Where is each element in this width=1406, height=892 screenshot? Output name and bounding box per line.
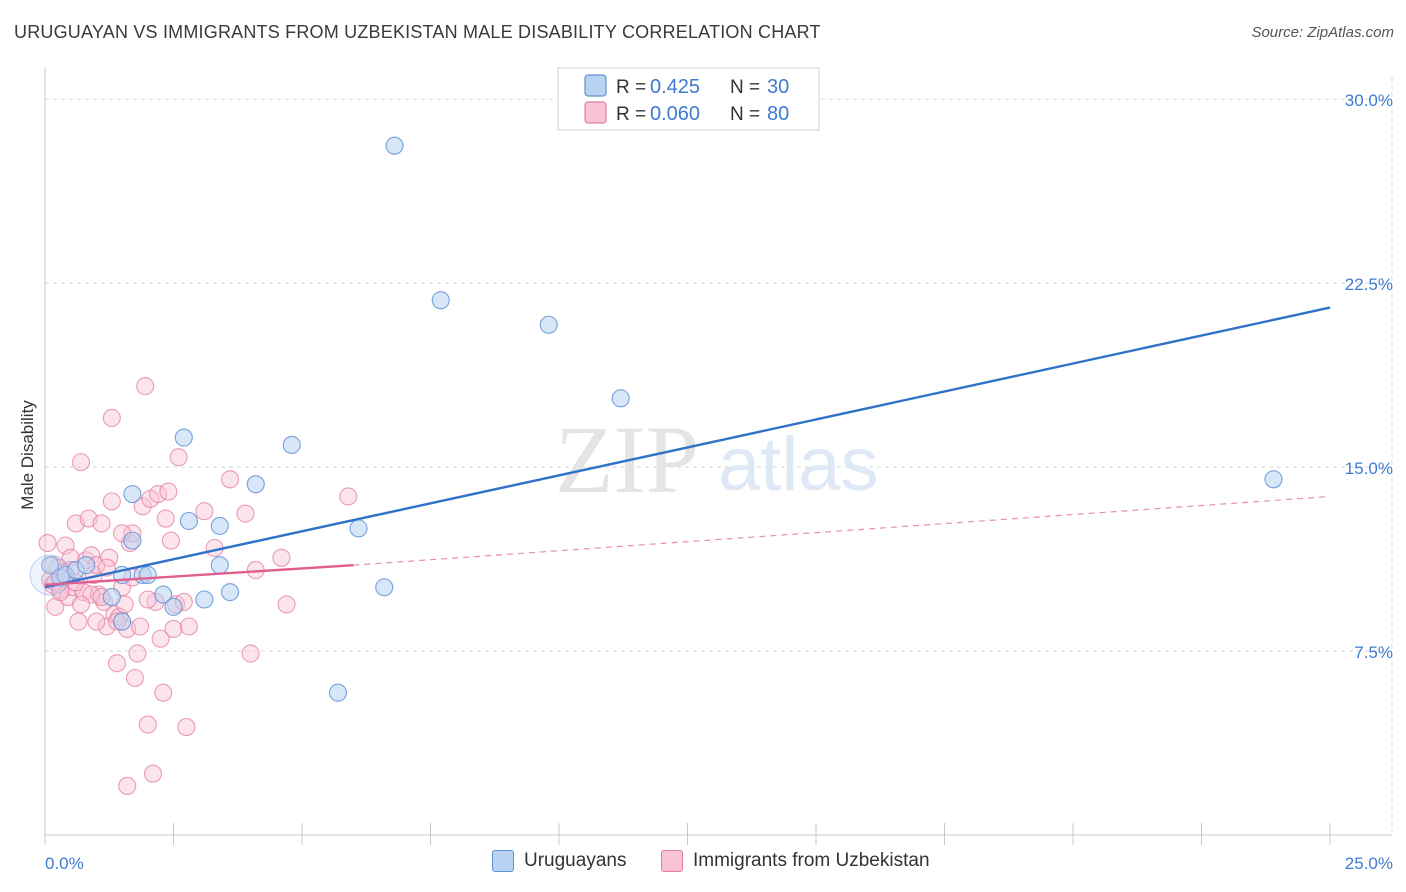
data-point-uzbekistan — [102, 492, 121, 511]
series-uruguayans-points — [29, 136, 1283, 702]
data-point-uruguayans — [113, 612, 132, 631]
stats-legend-r-value: 0.425 — [650, 76, 700, 98]
bottom-legend: Uruguayans Immigrants from Uzbekistan — [0, 850, 1406, 880]
data-point-uzbekistan — [177, 718, 196, 737]
data-point-uzbekistan — [133, 497, 152, 516]
data-point-uzbekistan — [236, 504, 255, 523]
data-point-uzbekistan — [277, 595, 296, 614]
data-point-uzbekistan — [125, 668, 144, 688]
data-point-uruguayans — [539, 315, 558, 334]
data-point-uruguayans — [385, 136, 404, 155]
trend-lines — [44, 306, 1331, 589]
series-uzbekistan-points — [38, 377, 358, 795]
data-point-uzbekistan — [69, 612, 88, 631]
data-point-uzbekistan — [38, 534, 57, 553]
data-point-uruguayans — [611, 389, 630, 408]
legend-swatch-blue — [492, 850, 514, 872]
data-point-uruguayans — [179, 511, 198, 531]
data-point-uruguayans — [328, 683, 348, 702]
data-point-uruguayans — [138, 565, 157, 585]
legend-item-uruguayans[interactable]: Uruguayans — [492, 850, 626, 872]
y-tick-label: 30.0% — [1345, 91, 1393, 110]
tick-labels: 7.5% 15.0% 22.5% 30.0% 0.0% 25.0% — [45, 91, 1393, 873]
stats-legend-swatch — [584, 101, 607, 124]
x-tick-label-max: 25.0% — [1345, 854, 1393, 873]
watermark: ZIP atlas — [555, 406, 879, 513]
data-point-uzbekistan — [339, 487, 358, 506]
legend-label-uruguayans: Uruguayans — [524, 850, 627, 871]
data-point-uruguayans — [174, 428, 193, 447]
data-point-uruguayans — [123, 531, 142, 550]
data-point-uruguayans — [195, 590, 214, 609]
data-point-uzbekistan — [154, 683, 173, 702]
data-point-uzbekistan — [131, 617, 150, 636]
data-point-uzbekistan — [136, 377, 155, 396]
data-point-uruguayans — [154, 585, 173, 604]
data-point-uzbekistan — [143, 764, 162, 783]
data-point-uruguayans — [123, 484, 142, 504]
chart-title: URUGUAYAN VS IMMIGRANTS FROM UZBEKISTAN … — [14, 22, 821, 42]
legend-label-uzbekistan: Immigrants from Uzbekistan — [693, 850, 930, 871]
legend-item-uzbekistan[interactable]: Immigrants from Uzbekistan — [661, 850, 930, 872]
data-point-uzbekistan — [87, 612, 106, 631]
stats-legend-r-label: R = — [616, 77, 646, 98]
axes — [44, 67, 1392, 845]
data-point-uruguayans — [282, 435, 301, 455]
data-point-uzbekistan — [92, 514, 111, 533]
stats-legend-n-label: N = — [730, 104, 760, 125]
stats-legend-swatch — [584, 74, 607, 97]
y-tick-label: 15.0% — [1345, 459, 1393, 478]
data-point-uruguayans — [41, 556, 60, 575]
data-point-uruguayans — [375, 578, 394, 597]
data-point-uzbekistan — [241, 644, 260, 663]
data-point-uzbekistan — [169, 448, 188, 467]
grid-lines — [45, 77, 1393, 835]
data-point-uzbekistan — [102, 408, 121, 428]
data-point-uzbekistan — [220, 470, 240, 489]
data-point-uruguayans — [431, 291, 450, 310]
data-point-uruguayans-cluster — [29, 554, 71, 596]
data-point-uzbekistan — [138, 590, 157, 609]
data-point-uzbekistan — [272, 548, 291, 567]
data-point-uruguayans — [210, 516, 229, 535]
data-point-uruguayans — [77, 556, 96, 575]
data-point-uzbekistan — [161, 531, 180, 550]
data-point-uzbekistan — [151, 629, 170, 648]
data-point-uzbekistan — [156, 509, 175, 528]
stats-legend-r-value: 0.060 — [650, 103, 700, 125]
data-point-uruguayans — [210, 556, 229, 575]
data-point-uzbekistan — [164, 619, 183, 638]
stats-legend: R = 0.425 N = 30 R = 0.060 N = 80 — [557, 67, 820, 131]
data-point-uruguayans — [1264, 470, 1283, 489]
stats-legend-n-value: 80 — [767, 103, 789, 125]
stats-legend-n-value: 30 — [767, 76, 789, 98]
trend-line-uruguayans — [44, 306, 1331, 589]
data-point-uruguayans — [246, 475, 265, 494]
trend-line-uzbekistan — [44, 563, 354, 586]
x-tick-label-min: 0.0% — [45, 854, 84, 873]
data-point-uruguayans — [164, 597, 183, 616]
data-point-uzbekistan — [179, 617, 198, 636]
data-point-uzbekistan — [71, 595, 91, 614]
data-point-uzbekistan — [128, 644, 147, 663]
data-point-uzbekistan — [107, 654, 127, 673]
y-tick-label: 22.5% — [1345, 275, 1393, 294]
data-point-uruguayans — [349, 519, 368, 538]
stats-legend-r-label: R = — [616, 104, 646, 125]
source-label: Source: ZipAtlas.com — [1251, 24, 1394, 41]
data-point-uruguayans — [102, 588, 121, 607]
data-point-uzbekistan — [71, 453, 91, 472]
legend-swatch-pink — [661, 850, 683, 872]
stats-legend-n-label: N = — [730, 77, 760, 98]
data-point-uzbekistan — [118, 776, 137, 795]
data-point-uzbekistan — [138, 715, 157, 734]
data-point-uruguayans — [220, 583, 240, 602]
y-tick-label: 7.5% — [1354, 643, 1393, 662]
trend-line-uzbekistan-extrapolated — [353, 495, 1331, 566]
data-point-uzbekistan — [159, 482, 178, 501]
data-point-uzbekistan — [195, 502, 214, 521]
